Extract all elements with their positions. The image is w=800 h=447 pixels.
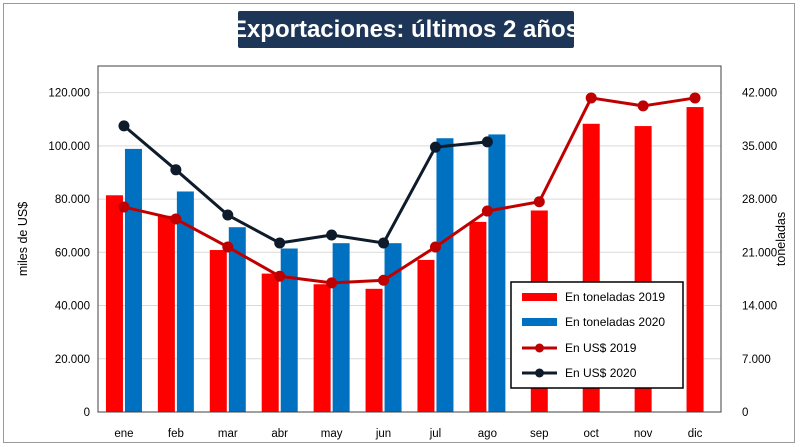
chart-svg: Exportaciones: últimos 2 años 0 20.000 40.… (16, 11, 788, 440)
point-us-2020 (481, 136, 493, 148)
point-us-2019 (533, 196, 545, 208)
plot-area (97, 65, 722, 413)
point-us-2019 (222, 241, 234, 253)
point-us-2019 (481, 205, 493, 217)
bar-toneladas-2019 (261, 273, 279, 412)
bar-toneladas-2019 (105, 195, 123, 412)
legend-label-us-2020: En US$ 2020 (565, 366, 637, 380)
right-axis-ticks: 0 7.000 14.000 21.000 28.000 35.000 42.000 (742, 88, 777, 419)
legend-label-toneladas-2020: En toneladas 2020 (565, 315, 665, 329)
legend-label-toneladas-2019: En toneladas 2019 (565, 290, 665, 304)
chart-title: Exportaciones: últimos 2 años (231, 16, 579, 43)
line-us-2019 (123, 96, 696, 285)
point-us-2019 (170, 213, 182, 225)
point-us-2020 (429, 141, 441, 153)
right-tick-label: 21.000 (742, 247, 777, 259)
chart-frame: Exportaciones: últimos 2 años 0 20.000 40.… (3, 3, 795, 443)
bar-toneladas-2019 (313, 284, 331, 412)
legend-label-us-2019: En US$ 2019 (565, 341, 637, 355)
x-tick-label: oct (584, 428, 600, 440)
x-tick-label: abr (271, 428, 288, 440)
point-us-2020 (118, 120, 130, 132)
right-tick-label: 35.000 (742, 141, 777, 153)
line-us-2020 (122, 124, 488, 245)
point-us-2020 (378, 237, 390, 249)
legend: En toneladas 2019 En toneladas 2020 En U… (510, 281, 684, 389)
right-tick-label: 28.000 (742, 194, 777, 206)
left-tick-label: 120.000 (48, 88, 90, 100)
lines (118, 92, 701, 289)
x-tick-label: jun (375, 428, 391, 440)
x-tick-label: sep (530, 428, 549, 440)
point-us-2019 (637, 100, 649, 112)
point-us-2019 (429, 241, 441, 253)
x-tick-label: nov (634, 428, 653, 440)
bar-toneladas-2019 (469, 221, 487, 412)
bar-toneladas-2020 (384, 243, 402, 412)
x-tick-label: mar (218, 428, 238, 440)
x-tick-label: ene (114, 428, 133, 440)
legend-swatch-toneladas-2019 (522, 293, 557, 301)
point-us-2019 (378, 274, 390, 286)
bar-toneladas-2020 (436, 138, 454, 412)
x-tick-label: may (321, 428, 343, 440)
point-us-2020 (222, 209, 234, 221)
right-axis-label: toneladas (774, 212, 788, 266)
x-axis-ticks: ene feb mar abr may jun jul ago sep oct nov dic (114, 428, 702, 440)
legend-marker-us-2020 (535, 368, 544, 378)
point-us-2019 (689, 92, 701, 104)
point-us-2019 (274, 270, 286, 282)
left-tick-label: 40.000 (55, 301, 90, 313)
point-us-2019 (118, 201, 130, 213)
bar-toneladas-2020 (332, 243, 350, 412)
x-tick-label: dic (688, 428, 703, 440)
left-tick-label: 0 (84, 407, 90, 419)
bar-toneladas-2019 (157, 215, 175, 412)
x-tick-label: feb (168, 428, 184, 440)
bar-toneladas-2019 (417, 259, 435, 412)
legend-swatch-toneladas-2020 (522, 318, 557, 326)
point-us-2020 (170, 164, 182, 176)
right-tick-label: 42.000 (742, 88, 777, 100)
point-us-2019 (585, 92, 597, 104)
left-axis-ticks: 0 20.000 40.000 60.000 80.000 100.000 120.000 (48, 88, 90, 419)
bar-toneladas-2020 (124, 148, 142, 412)
right-tick-label: 14.000 (742, 301, 777, 313)
right-tick-label: 0 (742, 407, 748, 419)
left-tick-label: 80.000 (55, 194, 90, 206)
x-tick-label: ago (478, 428, 497, 440)
title-box (238, 11, 574, 48)
left-axis-label: miles de US$ (16, 202, 30, 276)
point-us-2020 (274, 237, 286, 249)
left-tick-label: 100.000 (48, 141, 90, 153)
legend-marker-us-2019 (535, 343, 544, 353)
bar-toneladas-2019 (209, 250, 227, 412)
left-tick-label: 60.000 (55, 247, 90, 259)
bar-toneladas-2019 (365, 288, 383, 412)
bar-toneladas-2020 (176, 191, 194, 412)
bar-toneladas-2020 (228, 227, 246, 412)
x-tick-label: jul (429, 428, 442, 440)
point-us-2020 (326, 229, 338, 241)
bar-toneladas-2019 (686, 107, 704, 413)
left-tick-label: 20.000 (55, 354, 90, 366)
right-tick-label: 7.000 (742, 354, 771, 366)
bar-toneladas-2020 (488, 134, 506, 412)
point-us-2019 (326, 277, 338, 289)
bar-toneladas-2020 (280, 248, 298, 412)
